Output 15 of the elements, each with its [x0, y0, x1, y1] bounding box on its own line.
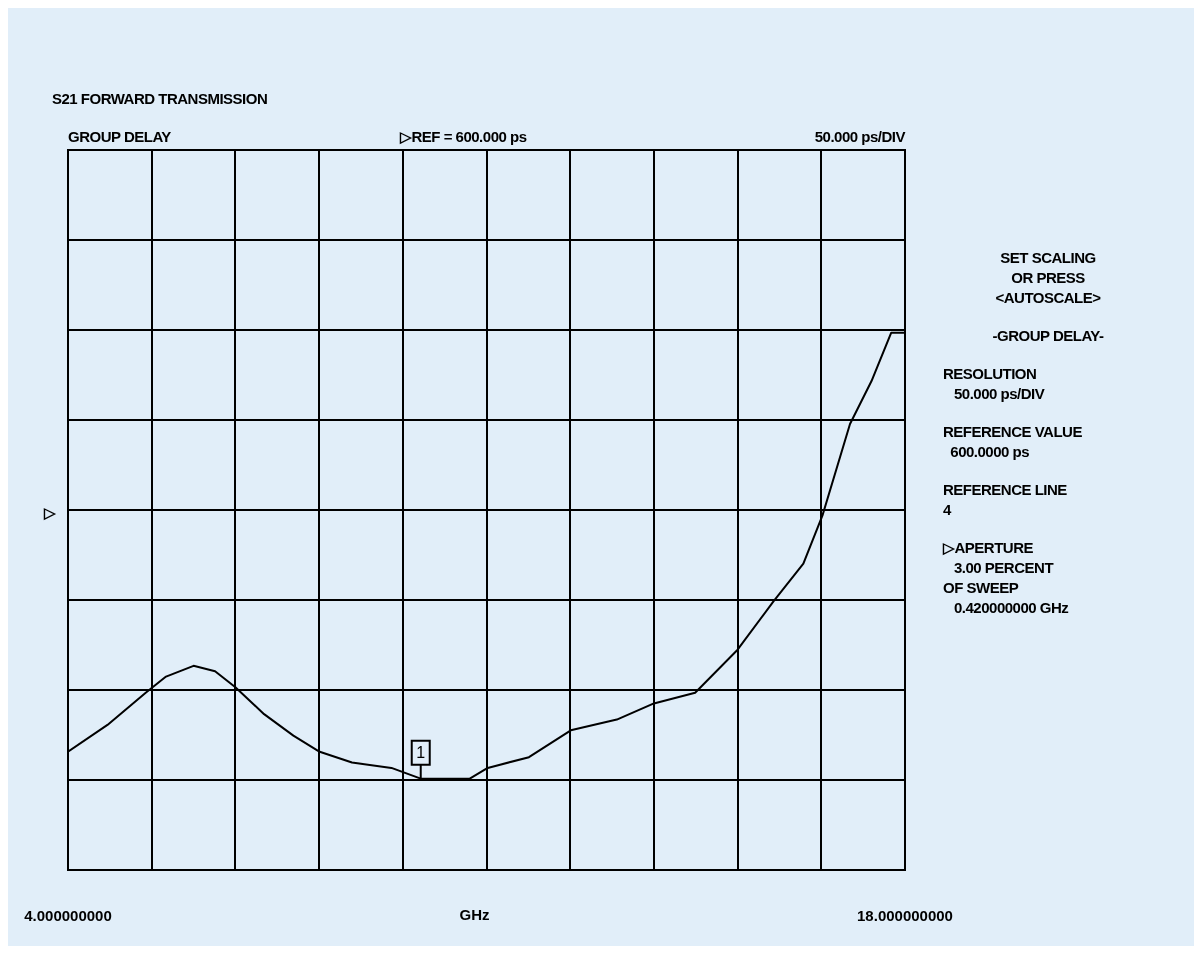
text: -GROUP DELAY-	[991, 326, 1105, 346]
text: ▷APERTURE 3.00 PERCENT OF SWEEP 0.420000000 GHz	[943, 538, 1070, 618]
x-tick-label: 4.000000000	[24, 907, 112, 925]
text: REFERENCE VALUE 600.0000 ps	[943, 422, 1083, 462]
ref-line-label: ▷	[43, 504, 57, 522]
text: REFERENCE LINE 4	[943, 480, 1068, 520]
text: GROUP DELAY	[68, 128, 171, 145]
text: 50.000 ps/DIV	[814, 128, 905, 145]
annotation: 1	[416, 744, 426, 762]
text: RESOLUTION 50.000 ps/DIV	[943, 364, 1046, 404]
x-tick-label: 18.000000000	[857, 907, 953, 925]
x-axis-title: GHz	[459, 906, 490, 924]
text: SET SCALING OR PRESS <AUTOSCALE>	[994, 248, 1102, 308]
text: ▷REF = 600.000 ps	[400, 128, 527, 146]
chart-title: S21 FORWARD TRANSMISSION	[52, 90, 268, 107]
